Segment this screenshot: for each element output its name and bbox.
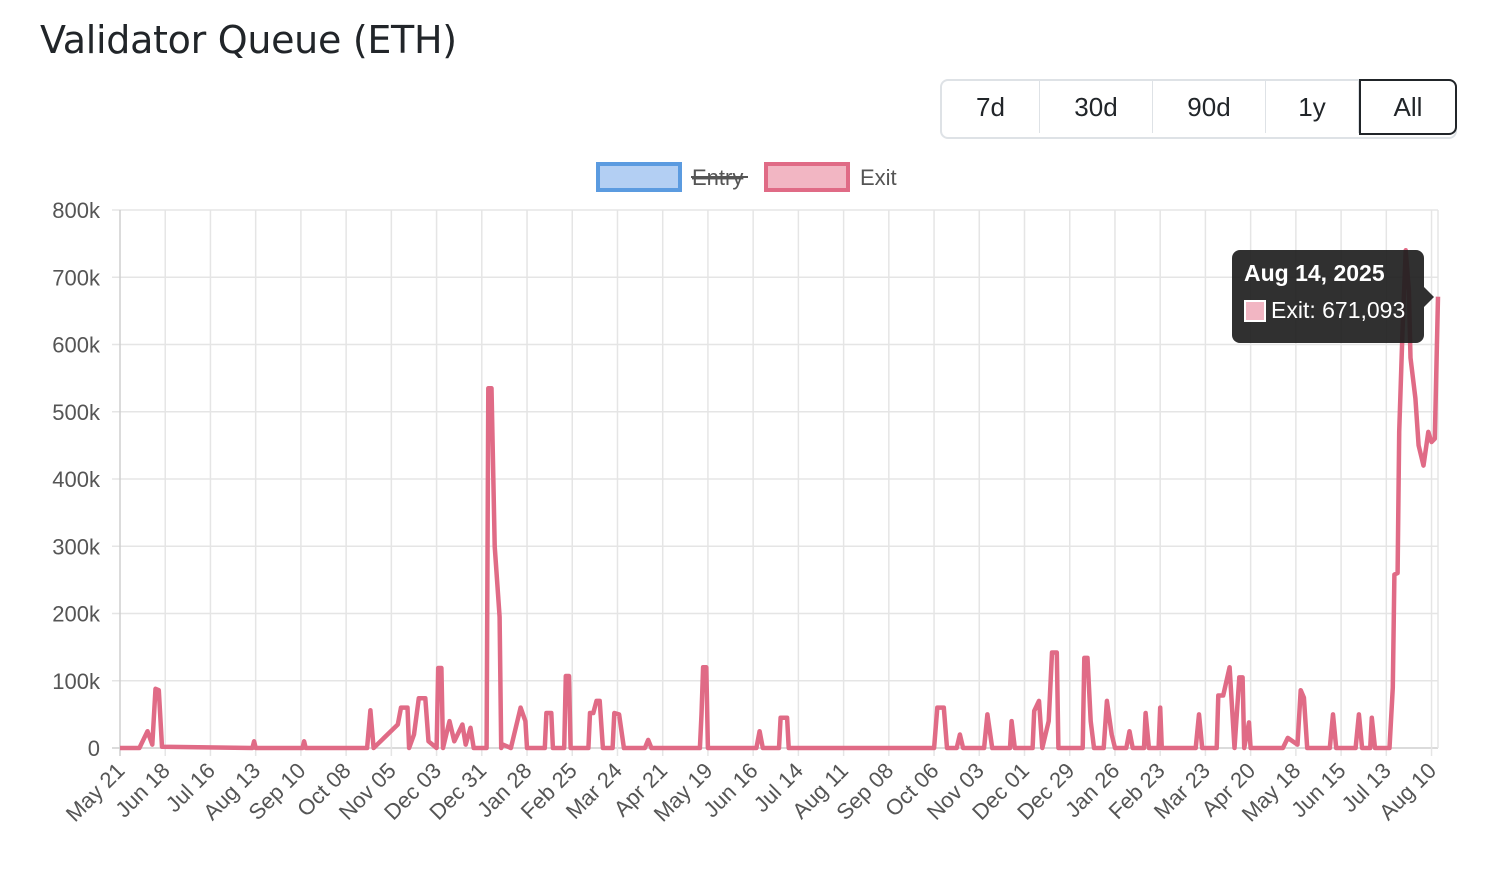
y-tick-label: 600k xyxy=(52,333,101,358)
legend-swatch-exit xyxy=(764,162,850,192)
range-button-1y[interactable]: 1y xyxy=(1266,81,1359,133)
y-tick-label: 200k xyxy=(52,602,101,627)
chart-tooltip: Aug 14, 2025 Exit: 671,093 xyxy=(1232,250,1434,343)
legend-swatch-entry xyxy=(596,162,682,192)
time-range-selector: 7d 30d 90d 1y All xyxy=(940,79,1457,139)
y-tick-label: 800k xyxy=(52,198,101,223)
tooltip-swatch xyxy=(1244,299,1266,322)
y-tick-label: 300k xyxy=(52,534,101,559)
y-tick-label: 100k xyxy=(52,669,101,694)
tooltip-title: Aug 14, 2025 xyxy=(1244,260,1385,286)
range-button-90d[interactable]: 90d xyxy=(1153,81,1266,133)
tooltip-row: Exit: 671,093 xyxy=(1244,297,1412,324)
range-button-all[interactable]: All xyxy=(1359,79,1457,135)
y-tick-label: 0 xyxy=(88,736,100,761)
y-tick-label: 400k xyxy=(52,467,101,492)
page-title: Validator Queue (ETH) xyxy=(40,18,457,62)
range-button-30d[interactable]: 30d xyxy=(1040,81,1153,133)
series-line-exit xyxy=(120,248,1441,751)
legend-label-exit[interactable]: Exit xyxy=(860,165,897,190)
y-tick-label: 700k xyxy=(52,265,101,290)
x-tick-label: May 21 xyxy=(61,758,130,827)
y-tick-label: 500k xyxy=(52,400,101,425)
range-button-7d[interactable]: 7d xyxy=(942,81,1040,133)
tooltip-label: Exit: 671,093 xyxy=(1271,297,1406,323)
